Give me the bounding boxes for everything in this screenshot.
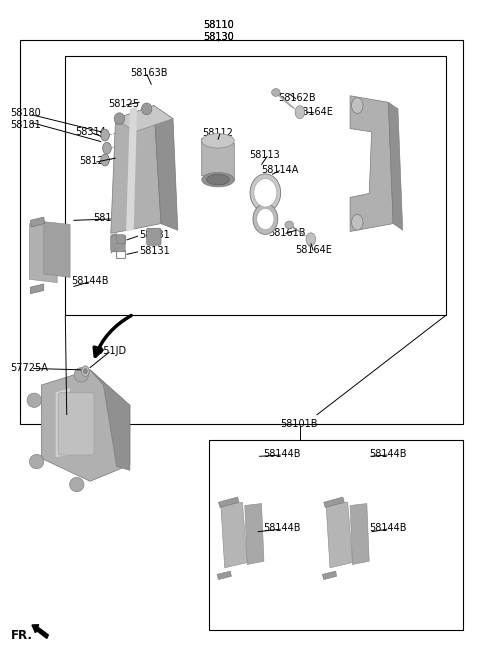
Text: 58131: 58131 (140, 231, 170, 240)
Polygon shape (324, 497, 344, 507)
Text: 58144B: 58144B (369, 524, 407, 533)
Polygon shape (274, 91, 295, 109)
Polygon shape (126, 107, 137, 231)
Text: 58130: 58130 (203, 32, 234, 42)
Polygon shape (111, 106, 161, 233)
Text: 58181: 58181 (10, 120, 41, 130)
Circle shape (84, 369, 87, 374)
Bar (65, 57, 446, 315)
Polygon shape (323, 571, 336, 579)
Polygon shape (41, 370, 130, 482)
Ellipse shape (114, 113, 125, 125)
Ellipse shape (272, 89, 280, 97)
FancyBboxPatch shape (147, 228, 161, 245)
Text: 58164E: 58164E (295, 245, 332, 255)
Text: 58180: 58180 (10, 108, 41, 118)
Ellipse shape (206, 174, 229, 185)
Ellipse shape (254, 179, 277, 207)
Polygon shape (350, 503, 369, 564)
Ellipse shape (253, 204, 278, 235)
Text: 58113: 58113 (250, 150, 280, 160)
Ellipse shape (29, 455, 44, 469)
Ellipse shape (202, 133, 234, 148)
Circle shape (103, 143, 111, 154)
Text: 58114A: 58114A (262, 165, 299, 175)
Circle shape (82, 366, 89, 376)
Ellipse shape (257, 208, 274, 230)
Polygon shape (116, 106, 173, 132)
Text: 58144B: 58144B (263, 524, 300, 533)
Text: 58110: 58110 (203, 20, 234, 30)
Ellipse shape (74, 368, 88, 382)
Polygon shape (326, 502, 352, 568)
Polygon shape (388, 102, 403, 230)
Polygon shape (245, 503, 264, 564)
Circle shape (295, 106, 305, 119)
Circle shape (101, 154, 109, 166)
Text: 1351JD: 1351JD (92, 346, 127, 357)
Polygon shape (29, 223, 57, 283)
Text: 57725A: 57725A (10, 363, 48, 373)
Text: 58112: 58112 (203, 128, 234, 138)
Ellipse shape (285, 221, 294, 229)
Text: 58110: 58110 (203, 20, 234, 30)
Polygon shape (30, 217, 45, 227)
Ellipse shape (250, 174, 281, 212)
Text: 58120: 58120 (80, 156, 110, 166)
Text: FR.: FR. (11, 629, 33, 642)
Polygon shape (90, 370, 130, 470)
Bar (20, 40, 463, 424)
Text: 58131: 58131 (140, 246, 170, 256)
Text: 58314: 58314 (75, 127, 106, 137)
Polygon shape (218, 497, 239, 507)
Polygon shape (30, 284, 44, 294)
Ellipse shape (27, 393, 41, 407)
Polygon shape (350, 96, 393, 231)
Text: 58130: 58130 (203, 32, 234, 42)
Ellipse shape (70, 478, 84, 491)
FancyArrow shape (32, 625, 48, 639)
Circle shape (351, 98, 363, 114)
Circle shape (306, 233, 316, 246)
Text: 58161B: 58161B (268, 228, 305, 238)
Text: 58125: 58125 (108, 99, 139, 108)
Ellipse shape (142, 103, 152, 115)
Text: 58144B: 58144B (93, 214, 131, 223)
Text: 58164E: 58164E (297, 107, 333, 117)
Text: 58144B: 58144B (72, 277, 109, 286)
Circle shape (101, 129, 109, 141)
Ellipse shape (202, 173, 234, 187)
Polygon shape (221, 502, 247, 568)
Text: 58163B: 58163B (130, 68, 168, 78)
Polygon shape (202, 139, 234, 181)
FancyBboxPatch shape (111, 235, 125, 252)
Polygon shape (217, 571, 231, 579)
Circle shape (351, 214, 363, 230)
Text: 58144B: 58144B (369, 449, 407, 459)
Text: 58144B: 58144B (263, 449, 300, 459)
FancyBboxPatch shape (58, 393, 94, 455)
Polygon shape (56, 388, 70, 457)
Polygon shape (44, 221, 70, 277)
Polygon shape (288, 223, 307, 237)
Bar (209, 440, 463, 630)
Text: 58101B: 58101B (281, 419, 318, 428)
Text: 58162B: 58162B (278, 93, 316, 102)
Polygon shape (154, 106, 178, 230)
